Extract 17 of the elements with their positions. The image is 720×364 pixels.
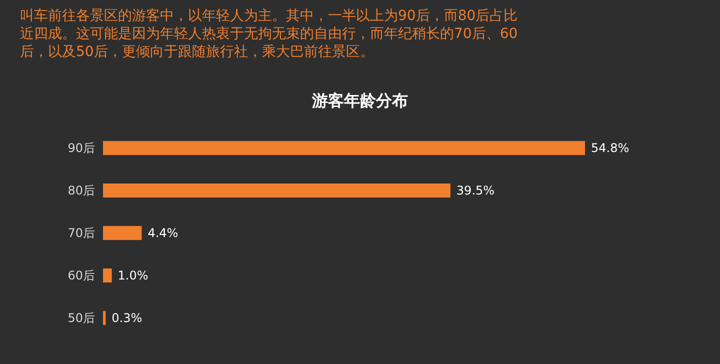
bar bbox=[103, 226, 142, 240]
bar bbox=[103, 310, 106, 325]
data-label: 0.3% bbox=[112, 311, 142, 326]
bar bbox=[103, 141, 585, 156]
data-label: 54.8% bbox=[591, 141, 630, 156]
y-tick-label: 90后 bbox=[68, 141, 95, 156]
y-tick-label: 60后 bbox=[68, 268, 95, 283]
bar bbox=[103, 268, 112, 282]
chart-title: 游客年龄分布 bbox=[311, 91, 408, 110]
data-label: 4.4% bbox=[148, 226, 178, 240]
y-tick-label: 80后 bbox=[68, 184, 95, 198]
y-tick-label: 50后 bbox=[68, 311, 95, 326]
y-tick-label: 70后 bbox=[68, 226, 95, 240]
bar bbox=[103, 184, 450, 198]
data-label: 39.5% bbox=[456, 184, 495, 198]
data-label: 1.0% bbox=[118, 268, 148, 283]
chart-subtitle: 叫车前往各景区的游客中，以年轻人为主。其中，一半以上为90后，而80后占比近四成。这可能是因为年轻人热衷于无拘无束的自由行，而年纪稍长的70后、60后，以及50后，更倾向于跟随旅行社，乘大巴前往景区。 bbox=[20, 8, 518, 60]
